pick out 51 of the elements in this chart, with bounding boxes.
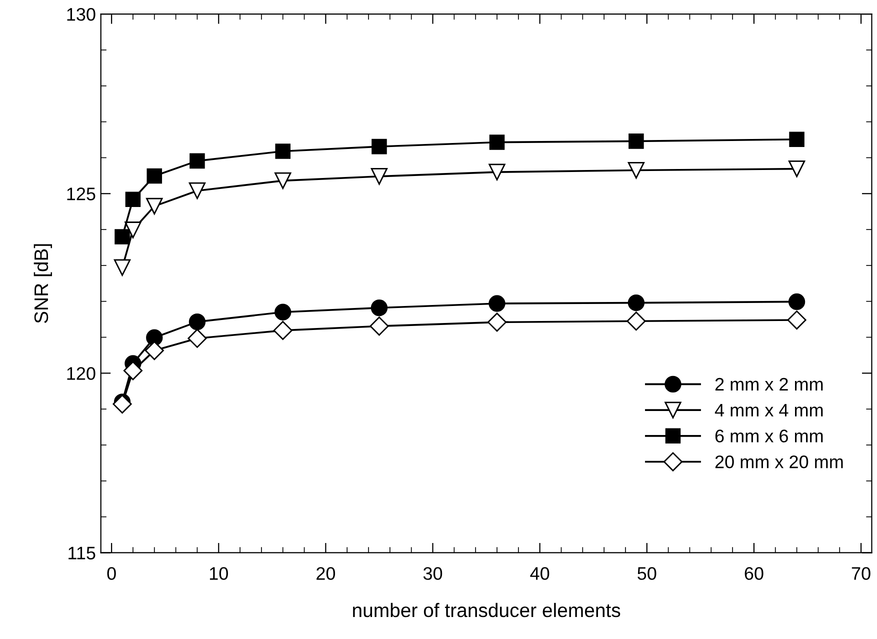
point [789, 132, 804, 148]
y-axis-title: SNR [dB] [34, 244, 52, 324]
y-tick-label: 125 [67, 188, 96, 200]
point [190, 153, 205, 169]
point [114, 259, 131, 276]
y-tick-label: 120 [67, 367, 96, 380]
y-tick-label: 130 [67, 8, 96, 21]
point [370, 168, 388, 185]
x-tick-label: 40 [530, 567, 550, 580]
x-tick-label: 30 [423, 567, 442, 580]
x-tick-label: 50 [638, 567, 656, 580]
point [628, 294, 645, 312]
x-tick-label: 10 [210, 567, 228, 580]
point [788, 293, 806, 310]
point [274, 172, 292, 190]
legend-label: 4 mm x 4 mm [714, 404, 823, 416]
point [372, 138, 387, 154]
x-axis-title: number of transducer elements [353, 602, 620, 618]
point [488, 164, 506, 180]
point [274, 304, 292, 320]
legend-label: 20 mm x 20 mm [715, 455, 843, 468]
point [112, 394, 132, 414]
x-tick-label: 20 [316, 567, 336, 580]
point [146, 198, 163, 215]
y-tick-label: 115 [68, 546, 96, 560]
point [125, 192, 141, 207]
point [787, 310, 806, 330]
legend-label: 2 mm x 2 mm [715, 378, 823, 391]
x-tick-label: 60 [744, 567, 764, 580]
point [370, 299, 388, 316]
point [188, 328, 207, 348]
point [788, 160, 806, 178]
point [144, 341, 164, 360]
x-tick-label: 70 [852, 567, 870, 580]
point [124, 222, 142, 238]
point [628, 134, 644, 149]
point [188, 313, 206, 330]
point [370, 316, 389, 336]
point [188, 182, 206, 200]
point [626, 312, 646, 331]
point [123, 361, 143, 380]
legend-label: 6 mm x 6 mm [715, 430, 823, 442]
point [489, 134, 505, 150]
point [146, 168, 162, 184]
point [273, 320, 292, 340]
point [487, 312, 507, 332]
point [488, 295, 506, 312]
point [275, 144, 291, 159]
point [628, 162, 645, 179]
point [114, 229, 130, 244]
x-tick-label: 0 [107, 567, 116, 580]
